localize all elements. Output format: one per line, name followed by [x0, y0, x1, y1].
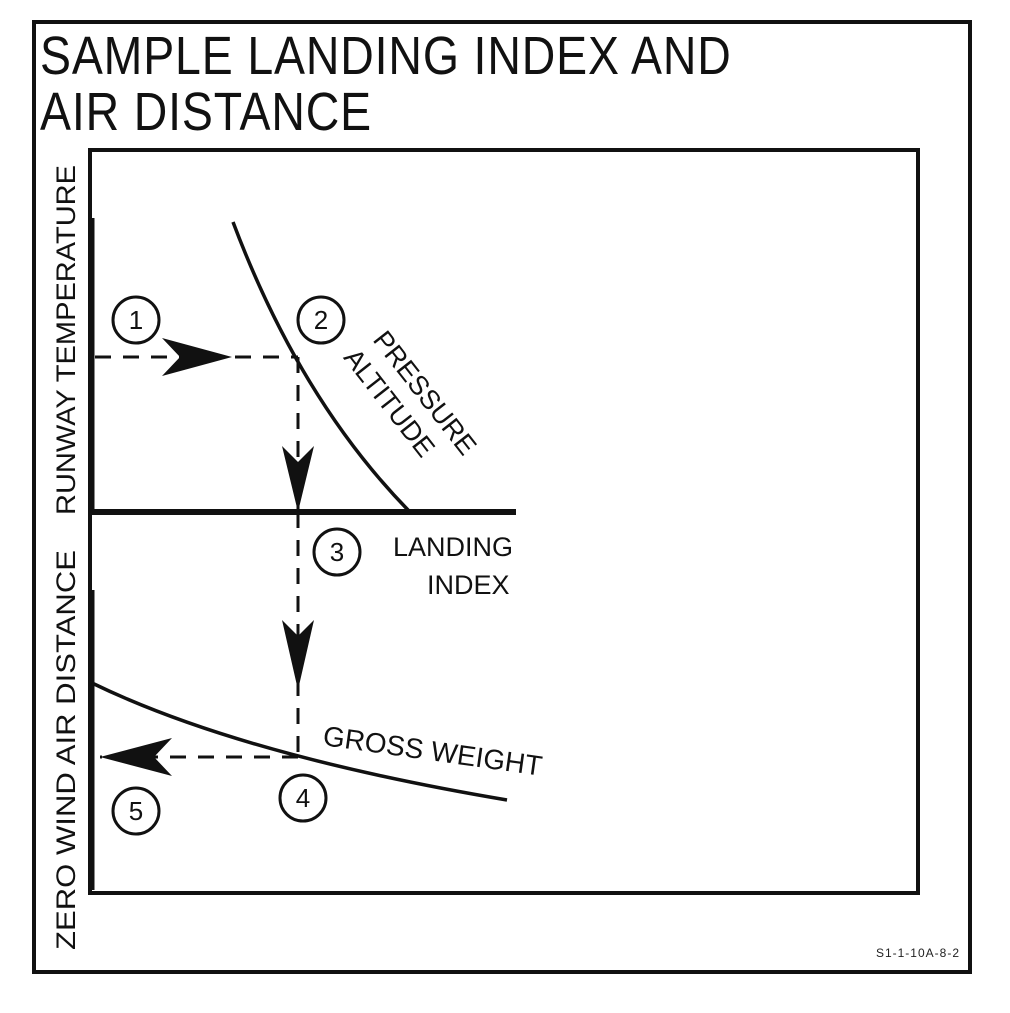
gross-weight-curve — [91, 681, 508, 802]
pressure-altitude-curve — [231, 221, 412, 514]
gross-weight-label: GROSS WEIGHT — [321, 720, 544, 781]
runway-temperature-label: RUNWAY TEMPERATURE — [51, 165, 81, 515]
landing-index-label-line1: LANDING — [393, 532, 513, 562]
step-3-number: 3 — [330, 537, 344, 567]
step-4-number: 4 — [296, 783, 310, 813]
title-line-1: SAMPLE LANDING INDEX AND — [40, 26, 732, 86]
arrow-down-lower — [282, 620, 314, 690]
pressure-altitude-label: PRESSURE ALTITUDE — [338, 325, 482, 463]
step-4-marker: 4 — [278, 773, 328, 823]
diagram-title: SAMPLE LANDING INDEX AND AIR DISTANCE — [40, 28, 732, 140]
arrow-down-upper — [282, 446, 314, 512]
step-2-number: 2 — [314, 305, 328, 335]
step-5-marker: 5 — [111, 786, 161, 836]
title-line-2: AIR DISTANCE — [40, 82, 373, 142]
step-5-number: 5 — [129, 796, 143, 826]
figure-frame — [32, 20, 972, 974]
step-1-marker: 1 — [111, 295, 161, 345]
step-2-marker: 2 — [296, 295, 346, 345]
step-1-number: 1 — [129, 305, 143, 335]
step-3-marker: 3 — [312, 527, 362, 577]
arrow-right — [162, 338, 232, 376]
arrow-left — [100, 738, 172, 776]
figure-id: S1-1-10A-8-2 — [875, 946, 960, 960]
plot-border — [88, 148, 920, 895]
zero-wind-air-distance-label: ZERO WIND AIR DISTANCE — [51, 550, 81, 950]
landing-index-label-line2: INDEX — [427, 570, 510, 600]
